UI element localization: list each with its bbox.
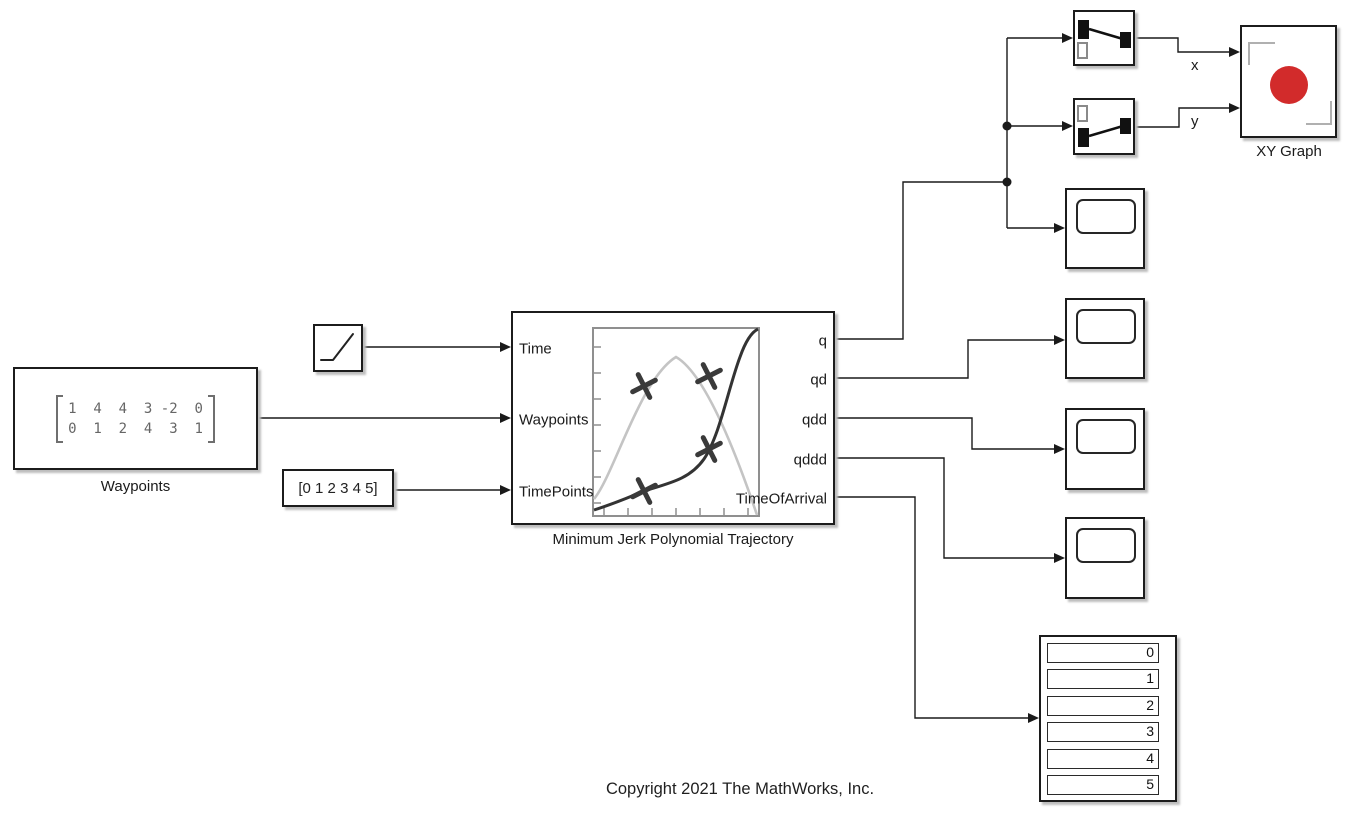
display-block[interactable]: 0 1 2 3 4 5 <box>1039 635 1177 802</box>
matrix-left-bracket <box>56 394 64 443</box>
arrowhead <box>1062 121 1073 131</box>
copyright-annotation: Copyright 2021 The MathWorks, Inc. <box>605 780 875 798</box>
scope-screen-icon <box>1076 199 1136 234</box>
scope-screen-icon <box>1076 528 1136 563</box>
scope3-block[interactable] <box>1065 408 1145 490</box>
output-port-qdd: qdd <box>801 411 827 429</box>
wire-junction-dot <box>1002 121 1012 131</box>
input-port-timepoints: TimePoints <box>519 483 594 501</box>
ramp-block[interactable] <box>313 324 363 372</box>
display-row: 0 <box>1047 643 1159 663</box>
display-row: 5 <box>1047 775 1159 795</box>
scope4-block[interactable] <box>1065 517 1145 599</box>
display-row: 2 <box>1047 696 1159 716</box>
display-row: 1 <box>1047 669 1159 689</box>
arrowhead <box>500 413 511 423</box>
wire-selector-x-to-xy[interactable] <box>1135 37 1230 53</box>
scope-screen-icon <box>1076 419 1136 454</box>
waypoints-matrix: 1 4 4 3 -2 0 0 1 2 4 3 1 <box>15 369 256 468</box>
display-row: 4 <box>1047 749 1159 769</box>
output-port-qd: qd <box>810 371 827 389</box>
output-port-timeofarrival: TimeOfArrival <box>735 490 827 508</box>
arrowhead <box>1054 335 1065 345</box>
wire-junction-dot <box>1002 177 1012 187</box>
output-port-qddd: qddd <box>793 451 827 469</box>
xy-graph-block-label: XY Graph <box>1256 143 1322 160</box>
timepoints-constant-block[interactable]: [0 1 2 3 4 5] <box>282 469 394 507</box>
wire-qdd-to-scope3[interactable] <box>835 417 1055 450</box>
arrowhead <box>1229 47 1240 57</box>
arrowhead <box>500 485 511 495</box>
arrowhead <box>1054 223 1065 233</box>
wire-timeofarrival-to-display[interactable] <box>835 496 1029 719</box>
matrix-right-bracket <box>207 394 215 443</box>
red-dot-icon <box>1270 66 1308 104</box>
matrix-row: 1 4 4 3 -2 0 <box>68 400 203 417</box>
display-row: 3 <box>1047 722 1159 742</box>
arrowhead <box>500 342 511 352</box>
arrowhead <box>1028 713 1039 723</box>
ramp-icon <box>320 333 354 361</box>
selector-icon <box>1077 20 1131 59</box>
signal-label-y: y <box>1191 113 1199 130</box>
xy-graph-block[interactable] <box>1240 25 1337 138</box>
matrix-row: 0 1 2 4 3 1 <box>68 420 203 437</box>
selector-y-block[interactable] <box>1073 98 1135 155</box>
wire-qd-to-scope2[interactable] <box>835 339 1055 379</box>
timepoints-value: [0 1 2 3 4 5] <box>298 479 378 497</box>
trajectory-plot-icon <box>592 327 760 517</box>
arrowhead <box>1229 103 1240 113</box>
axes-corner-icon <box>1306 101 1332 125</box>
wire-selector-y-to-xy[interactable] <box>1135 107 1230 128</box>
wire-q-feed[interactable] <box>835 181 1007 340</box>
axes-corner-icon <box>1248 42 1275 65</box>
waypoints-block-label: Waypoints <box>100 478 171 495</box>
waypoints-constant-block[interactable]: 1 4 4 3 -2 0 0 1 2 4 3 1 <box>13 367 258 470</box>
signal-label-x: x <box>1191 57 1199 74</box>
wire-qddd-to-scope4[interactable] <box>835 457 1055 559</box>
scope2-block[interactable] <box>1065 298 1145 379</box>
arrowhead <box>1054 553 1065 563</box>
arrowhead <box>1062 33 1073 43</box>
waypoint-x-markers <box>630 362 723 505</box>
selector-icon <box>1077 105 1131 147</box>
input-port-waypoints: Waypoints <box>519 411 589 429</box>
selector-x-block[interactable] <box>1073 10 1135 66</box>
input-port-time: Time <box>519 340 552 358</box>
trajectory-block[interactable]: Time Waypoints TimePoints q qd qdd qddd … <box>511 311 835 525</box>
output-port-q: q <box>818 332 827 350</box>
trajectory-block-label: Minimum Jerk Polynomial Trajectory <box>552 531 794 548</box>
arrowhead <box>1054 444 1065 454</box>
scope1-block[interactable] <box>1065 188 1145 269</box>
scope-screen-icon <box>1076 309 1136 344</box>
